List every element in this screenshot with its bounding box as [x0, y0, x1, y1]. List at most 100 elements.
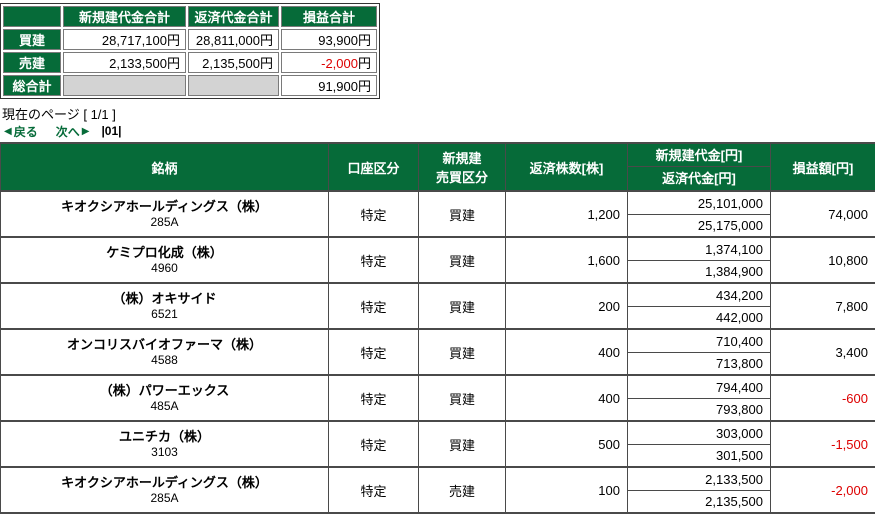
stock-code: 285A — [150, 491, 179, 505]
new-amount: 710,400 — [716, 334, 763, 349]
stock-name: ユニチカ（株） — [118, 429, 210, 444]
side-cell: 売建 — [418, 466, 506, 514]
amounts-cell: 25,101,000 25,175,000 — [627, 190, 771, 238]
stock-name: （株）オキサイド — [112, 291, 217, 306]
pl-cell: 7,800 — [770, 282, 875, 330]
summary-grand-repay-total-empty — [188, 75, 279, 96]
summary-corner-cell — [3, 6, 61, 27]
stock-name: オンコリスバイオファーマ（株） — [66, 337, 262, 352]
stock-code: 6521 — [151, 307, 178, 321]
amounts-cell: 434,200 442,000 — [627, 282, 771, 330]
repay-amount: 301,500 — [628, 444, 770, 465]
col-header-amounts: 新規建代金[円] 返済代金[円] — [627, 142, 771, 192]
summary-header-row: 新規建代金合計 返済代金合計 損益合計 — [3, 6, 377, 27]
stock-name: キオクシアホールディングス（株） — [61, 475, 268, 490]
summary-header-pl-total: 損益合計 — [281, 6, 377, 27]
stock-code: 285A — [150, 215, 179, 229]
position-row: （株）パワーエックス 485A 特定 買建 400 794,400 793,800 … — [0, 374, 875, 422]
side-cell: 買建 — [418, 190, 506, 238]
stock-cell: ユニチカ（株） 3103 — [0, 420, 329, 468]
qty-cell: 500 — [505, 420, 628, 468]
next-button[interactable]: 次へ ▶ — [56, 123, 92, 140]
new-amount: 25,101,000 — [697, 196, 763, 211]
stock-name: ケミプロ化成（株） — [106, 245, 223, 260]
amounts-cell: 2,133,500 2,135,500 — [627, 466, 771, 514]
position-row: キオクシアホールディングス（株） 285A 特定 売建 100 2,133,500… — [0, 466, 875, 514]
summary-totals-table: 新規建代金合計 返済代金合計 損益合計 買建 28,717,100円 28,81… — [0, 3, 380, 99]
summary-label-sell: 売建 — [3, 52, 61, 73]
back-button[interactable]: ◀ 戻る — [2, 123, 38, 140]
repay-amount: 1,384,900 — [628, 260, 770, 281]
account-cell: 特定 — [328, 374, 419, 422]
qty-cell: 400 — [505, 374, 628, 422]
pl-cell: 10,800 — [770, 236, 875, 284]
summary-grand-new-total-empty — [63, 75, 186, 96]
back-button-label: 戻る — [13, 124, 38, 139]
pl-cell: -1,500 — [770, 420, 875, 468]
stock-cell: ケミプロ化成（株） 4960 — [0, 236, 329, 284]
stock-cell: キオクシアホールディングス（株） 285A — [0, 190, 329, 238]
stock-code: 4960 — [151, 261, 178, 275]
stock-cell: オンコリスバイオファーマ（株） 4588 — [0, 328, 329, 376]
account-cell: 特定 — [328, 190, 419, 238]
pl-value: 91,900 — [318, 79, 358, 94]
current-page-label: 現在のページ [ 1/1 ] — [2, 107, 116, 122]
col-header-account: 口座区分 — [328, 142, 419, 192]
pl-unit: 円 — [357, 56, 371, 71]
next-button-label: 次へ — [55, 124, 80, 139]
repay-amount: 442,000 — [628, 306, 770, 327]
stock-cell: （株）オキサイド 6521 — [0, 282, 329, 330]
next-arrow-icon: ▶ — [81, 125, 90, 137]
qty-cell: 1,200 — [505, 190, 628, 238]
summary-sell-repay-total: 2,135,500円 — [188, 52, 279, 73]
positions-table: 銘柄 口座区分 新規建売買区分 返済株数[株] 新規建代金[円] 返済代金[円]… — [0, 142, 875, 514]
stock-code: 4588 — [151, 353, 178, 367]
account-cell: 特定 — [328, 236, 419, 284]
stock-code: 485A — [150, 399, 179, 413]
new-amount: 794,400 — [716, 380, 763, 395]
summary-grand-pl: 91,900円 — [281, 75, 377, 96]
col-header-side-line2: 売買区分 — [435, 170, 488, 185]
summary-buy-new-total: 28,717,100円 — [63, 29, 186, 50]
new-amount: 434,200 — [716, 288, 763, 303]
pl-cell: -2,000 — [770, 466, 875, 514]
col-header-stock: 銘柄 — [0, 142, 329, 192]
summary-sell-pl: -2,000円 — [281, 52, 377, 73]
summary-header-repay-total: 返済代金合計 — [188, 6, 279, 27]
col-header-qty: 返済株数[株] — [505, 142, 628, 192]
summary-row-sell: 売建 2,133,500円 2,135,500円 -2,000円 — [3, 52, 377, 73]
account-cell: 特定 — [328, 328, 419, 376]
new-amount: 2,133,500 — [705, 472, 763, 487]
stock-cell: （株）パワーエックス 485A — [0, 374, 329, 422]
side-cell: 買建 — [418, 374, 506, 422]
qty-cell: 400 — [505, 328, 628, 376]
pl-cell: 3,400 — [770, 328, 875, 376]
new-amount: 1,374,100 — [705, 242, 763, 257]
pl-value: -2,000 — [321, 56, 358, 71]
summary-row-grand-total: 総合計 91,900円 — [3, 75, 377, 96]
side-cell: 買建 — [418, 420, 506, 468]
positions-header-row: 銘柄 口座区分 新規建売買区分 返済株数[株] 新規建代金[円] 返済代金[円]… — [0, 142, 875, 192]
new-amount: 303,000 — [716, 426, 763, 441]
amounts-cell: 710,400 713,800 — [627, 328, 771, 376]
repay-amount: 25,175,000 — [628, 214, 770, 235]
stock-name: （株）パワーエックス — [99, 383, 230, 398]
back-arrow-icon: ◀ — [4, 125, 12, 137]
side-cell: 買建 — [418, 282, 506, 330]
account-cell: 特定 — [328, 466, 419, 514]
account-cell: 特定 — [328, 420, 419, 468]
pl-value: 93,900 — [318, 33, 358, 48]
qty-cell: 200 — [505, 282, 628, 330]
amounts-cell: 794,400 793,800 — [627, 374, 771, 422]
stock-name: キオクシアホールディングス（株） — [61, 199, 268, 214]
summary-row-buy: 買建 28,717,100円 28,811,000円 93,900円 — [3, 29, 377, 50]
qty-cell: 1,600 — [505, 236, 628, 284]
col-header-repay-amount: 返済代金[円] — [662, 171, 736, 186]
summary-label-buy: 買建 — [3, 29, 61, 50]
summary-sell-new-total: 2,133,500円 — [63, 52, 186, 73]
pl-unit: 円 — [357, 79, 371, 94]
col-header-side-line1: 新規建 — [442, 151, 482, 166]
page-number-indicator[interactable]: |01| — [101, 124, 122, 138]
position-row: （株）オキサイド 6521 特定 買建 200 434,200 442,000 7,… — [0, 282, 875, 330]
